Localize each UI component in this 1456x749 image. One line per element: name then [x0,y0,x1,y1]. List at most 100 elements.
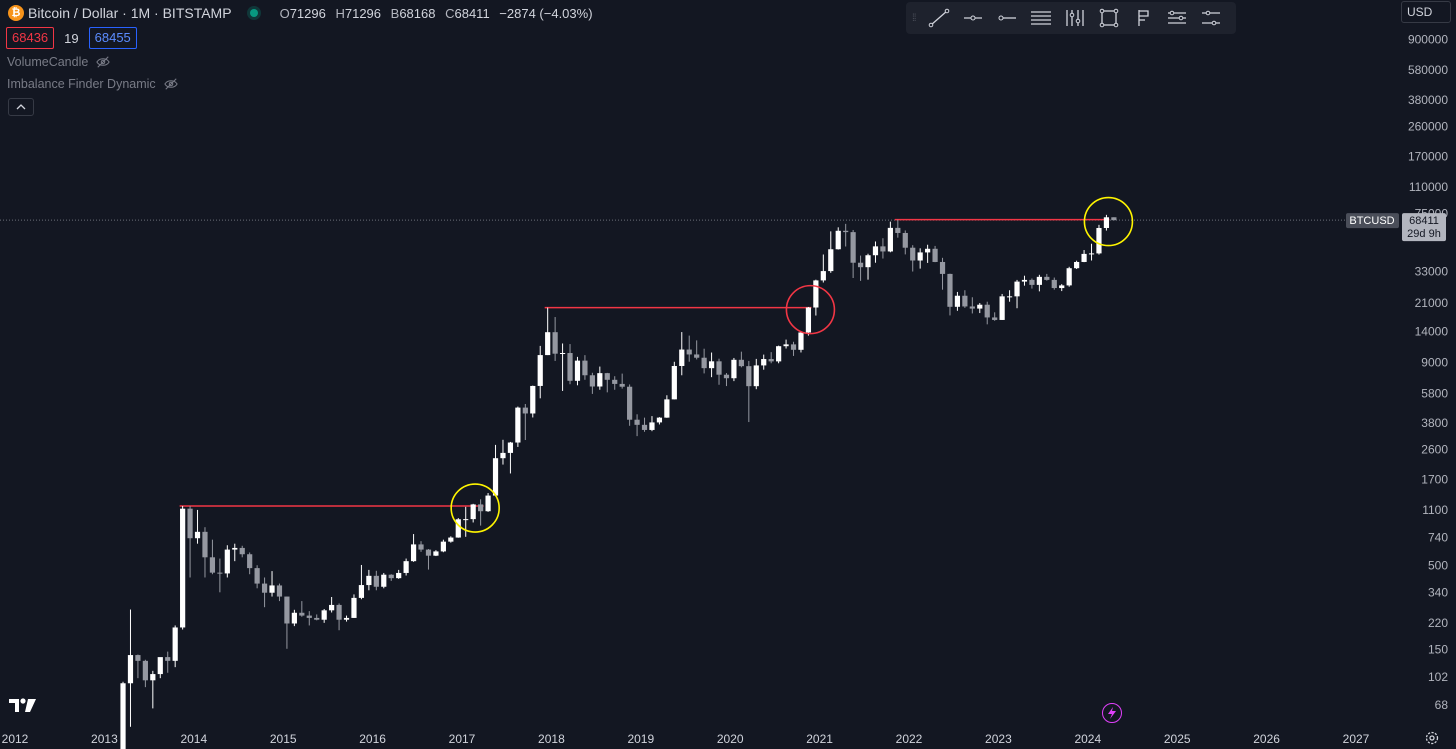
candle-body [969,306,975,309]
candle-body [865,255,871,268]
parallel-channel-tool[interactable] [1024,4,1058,32]
eye-off-icon[interactable] [163,77,178,91]
bitcoin-icon[interactable]: ₿ [8,5,24,21]
candle-body [425,549,432,556]
drag-handle-icon[interactable]: ⁞⁞ [912,12,917,24]
candle-body [701,357,707,369]
candle-body [351,597,357,618]
candle-body [455,519,461,538]
indicator-volumecandle[interactable]: VolumeCandle [7,55,111,69]
candle [641,417,648,432]
candle-body [559,353,566,355]
eye-off-icon[interactable] [96,55,111,69]
candle-body [306,615,312,618]
candle [925,244,931,263]
candle-body [247,554,253,569]
close-label: C [445,5,455,21]
symbol-title[interactable]: Bitcoin / Dollar · 1M · BITSTAMP [28,5,232,21]
spread-value: 19 [64,30,79,46]
candle-body [1006,296,1013,298]
candle-body [634,419,640,425]
trend-line-tool[interactable] [922,4,956,32]
tradingview-logo[interactable] [8,696,38,714]
candle-body [828,249,834,272]
candle-body [165,657,171,661]
candle-body [239,547,245,555]
long-position-icon [1202,10,1220,26]
candle [343,615,350,622]
candle [679,332,685,376]
price-axis-label: 220 [1428,616,1448,630]
candle [701,348,707,374]
candle-body [694,354,700,358]
indicator-name: Imbalance Finder Dynamic [7,77,156,91]
highlight-circle [785,284,836,335]
time-axis[interactable]: 2012 2013 2014 2015 2016 2017 2018 2019 2020 2021… [2,732,1370,746]
candle-body [366,575,372,586]
candle-body [232,547,238,550]
price-axis-label: 33000 [1415,264,1449,278]
candle [798,330,804,353]
time-axis-label: 2024 [1074,732,1101,746]
candle [902,230,908,255]
candle-body [1036,276,1042,285]
candle-body [507,442,514,453]
lightning-button[interactable] [1102,703,1122,723]
ohlc-values: O71296 H71296 B68168 C68411 −2874 (−4.03… [280,6,599,21]
price-axis-label: 102 [1428,670,1448,684]
candle [619,373,625,389]
candle [336,603,342,631]
candle-body [530,385,536,414]
candle-body [708,361,715,369]
buy-button[interactable]: 68455 [88,27,137,49]
candle-body [463,519,469,521]
candle [254,565,260,589]
candle [522,403,528,441]
candle [813,279,819,316]
price-axis[interactable]: 9000005800003800002600001700001100007500… [1408,32,1448,712]
fib-channel-tool[interactable] [1160,4,1194,32]
candle-body [1021,279,1028,282]
candle-body [843,230,849,233]
candle-body [768,359,774,362]
candle [537,345,543,399]
candle [157,657,163,679]
candle-body [723,374,730,379]
candle [1103,214,1110,231]
horizontal-ray-tool[interactable] [956,4,990,32]
candle-body [597,373,603,387]
sell-button[interactable]: 68436 [6,27,55,49]
price-axis-label: 260000 [1408,120,1448,134]
time-axis-label: 2017 [449,732,476,746]
fib-retracement-tool[interactable] [1126,4,1160,32]
candle-body [448,537,454,542]
candle-body [537,355,543,386]
candle-body [410,544,417,562]
candle-body [1044,276,1050,280]
candle [388,574,394,581]
long-position-tool[interactable] [1194,4,1228,32]
currency-select[interactable]: USD [1401,1,1451,23]
horizontal-line-tool[interactable] [990,4,1024,32]
candle [738,351,744,368]
gear-icon[interactable] [1424,730,1440,746]
pitchfork-tool[interactable] [1058,4,1092,32]
candle [1006,290,1013,302]
collapse-indicators-button[interactable] [8,98,34,116]
resistance-lines-layer [179,218,1110,507]
indicator-name: VolumeCandle [7,55,89,69]
candle [612,376,618,390]
candle-body [731,359,737,379]
rectangle-tool[interactable] [1092,4,1126,32]
candle [261,577,268,608]
indicator-imbalance-finder[interactable]: Imbalance Finder Dynamic [7,77,178,91]
candle-body [299,612,305,616]
candle-body [284,596,290,624]
candle [329,597,335,613]
candle-body [857,262,864,268]
price-axis-label: 580000 [1408,63,1448,77]
time-axis-label: 2026 [1253,732,1280,746]
highlight-circle [450,483,500,533]
candle [567,344,573,385]
